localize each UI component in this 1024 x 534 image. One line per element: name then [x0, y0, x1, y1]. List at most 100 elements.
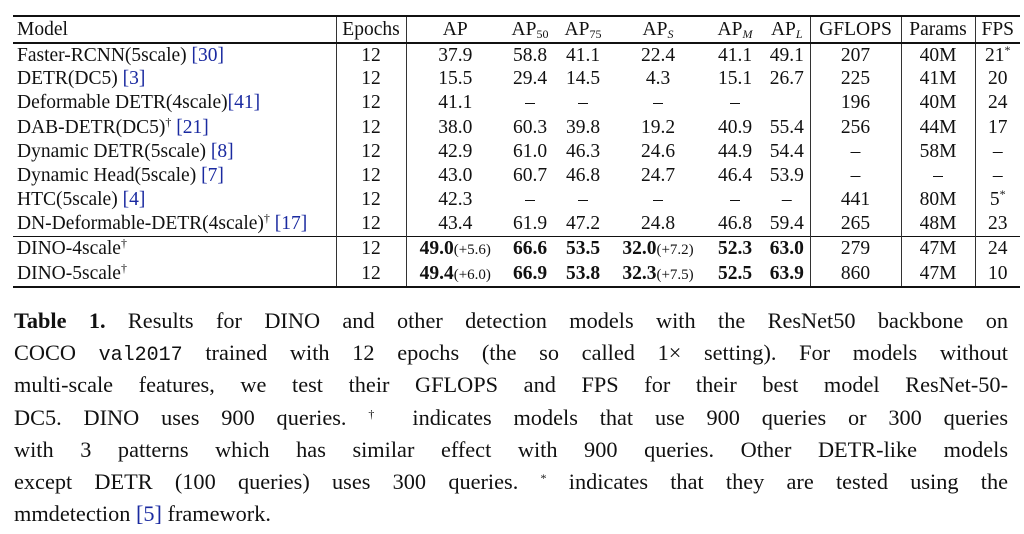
improvement-delta: (+7.5): [656, 266, 694, 283]
cell-value: 63.9: [769, 262, 804, 284]
citation-link[interactable]: [4]: [122, 189, 146, 211]
cell-ap50: –: [504, 188, 556, 212]
caption-text: trained with 12 epochs (the so called 1×…: [182, 340, 1008, 366]
dagger-mark: †: [120, 260, 127, 275]
cell-fps: 21*: [975, 43, 1020, 67]
caption-text: with 3 patterns which has similar effect…: [14, 436, 1008, 462]
cell-epochs: 12: [336, 261, 407, 287]
cell-gflops: 256: [810, 115, 902, 140]
citation-link[interactable]: [21]: [176, 116, 209, 138]
cell-model: DINO-4scale†: [13, 236, 337, 262]
cell-value: 4.3: [645, 68, 671, 90]
model-name: Faster-RCNN(5scale): [17, 44, 187, 66]
cell-gflops: 196: [810, 91, 902, 116]
column-header-label: FPS: [981, 18, 1015, 40]
caption-text: COCO: [14, 340, 99, 366]
cell-ap: 43.4: [406, 212, 504, 236]
cell-aps: 32.0(+7.2): [610, 237, 706, 262]
cell-value: 53.9: [769, 165, 804, 187]
cell-ap50: 61.9: [504, 212, 556, 236]
cell-value: 46.8: [717, 213, 753, 235]
citation-link[interactable]: [3]: [122, 68, 146, 90]
cell-value: 12: [361, 92, 381, 114]
cell-ap: 42.9: [406, 140, 504, 164]
cell-value: 58M: [919, 140, 957, 162]
citation-link[interactable]: [7]: [201, 165, 224, 187]
column-header-label: GFLOPS: [819, 18, 892, 40]
cell-value: 41.1: [438, 92, 473, 114]
citation-link[interactable]: [17]: [274, 213, 308, 235]
column-header-subscript: M: [742, 26, 753, 41]
cell-fps: 10: [975, 262, 1020, 287]
column-header-fps: FPS: [975, 16, 1020, 43]
cell-value: 24: [988, 92, 1008, 114]
footnote-symbol: *: [540, 470, 547, 485]
cell-model: Deformable DETR(4scale)[41]: [13, 91, 337, 116]
cell-params: 48M: [901, 212, 976, 237]
dagger-mark: †: [263, 211, 270, 226]
footnote-symbol: †: [368, 406, 391, 421]
cell-value: 39.8: [565, 116, 601, 138]
cell-ap75: 46.8: [556, 164, 610, 188]
citation-link[interactable]: [8]: [210, 140, 234, 162]
cell-value: 46.4: [717, 165, 753, 187]
table-row: DAB-DETR(DC5)† [21] 12 38.0 60.3 39.8 19.2 40.…: [13, 115, 1020, 140]
cell-fps: 24: [975, 91, 1020, 115]
model-name: HTC(5scale): [17, 189, 118, 211]
cell-value: 24.7: [640, 165, 676, 187]
model-name: DAB-DETR(DC5): [17, 116, 166, 138]
citation-link[interactable]: [41]: [227, 92, 261, 114]
cell-value: 40.9: [717, 116, 753, 138]
table-row: DINO-5scale† 12 49.4(+6.0) 66.9 53.8 32.3(+7.…: [13, 260, 1020, 287]
results-table: Model Epochs AP AP50 AP75 APS APM APL GFLOPS Para…: [13, 15, 1020, 288]
cell-apm: 52.3: [706, 237, 764, 262]
cell-value: 40M: [919, 44, 957, 66]
cell-model: DINO-5scale†: [13, 260, 337, 287]
column-header-subscript: 50: [536, 26, 549, 41]
cell-params: –: [901, 163, 976, 189]
caption-line: multi-scale features, we test their GFLO…: [14, 369, 1008, 401]
model-name: Dynamic DETR(5scale): [17, 140, 206, 162]
cell-ap: 15.5: [406, 67, 504, 91]
cell-epochs: 12: [336, 139, 407, 164]
cell-epochs: 12: [336, 163, 407, 189]
table-row: Faster-RCNN(5scale) [30] 12 37.9 58.8 41.1 22…: [13, 43, 1020, 68]
cell-value: –: [850, 140, 861, 162]
column-header-model: Model: [13, 16, 337, 43]
column-header-apl: APL: [764, 16, 811, 43]
table-row: HTC(5scale) [4] 12 42.3 – – – – – 441 80M 5*: [13, 188, 1020, 213]
cell-apl: 26.7: [764, 67, 811, 92]
cell-value: 52.3: [717, 238, 753, 260]
cell-ap50: 60.7: [504, 164, 556, 188]
cell-apm: 15.1: [706, 67, 764, 91]
cell-gflops: 441: [810, 188, 902, 213]
cell-value: 12: [361, 165, 381, 187]
cell-value: 12: [361, 213, 381, 235]
cell-value: 441: [840, 189, 871, 211]
cell-fps: 20: [975, 67, 1020, 91]
cell-fps: –: [975, 140, 1020, 164]
table-row: DINO-4scale† 12 49.0(+5.6) 66.6 53.5 32.0(+7.…: [13, 236, 1020, 262]
cell-ap50: –: [504, 91, 556, 115]
citation-link[interactable]: [30]: [191, 44, 225, 66]
cell-model: Dynamic DETR(5scale) [8]: [13, 139, 337, 164]
cell-model: DN-Deformable-DETR(4scale)† [17]: [13, 211, 337, 237]
cell-apl: [764, 91, 811, 116]
cell-value: 5: [989, 189, 1000, 211]
citation-link[interactable]: [5]: [135, 501, 162, 527]
cell-value: 24.6: [640, 140, 676, 162]
cell-value: 38.0: [438, 116, 473, 138]
cell-value: 43.0: [438, 165, 473, 187]
caption-label: Table 1.: [14, 308, 106, 333]
cell-model: Dynamic Head(5scale) [7]: [13, 163, 337, 189]
caption-line: Table 1. Results for DINO and other dete…: [14, 305, 1008, 337]
cell-gflops: 225: [810, 67, 902, 92]
cell-value: –: [992, 165, 1003, 187]
column-header-label: Epochs: [342, 18, 400, 40]
cell-apl: 59.4: [764, 212, 811, 237]
asterisk-mark: *: [1004, 42, 1011, 57]
cell-value: 49.4: [419, 262, 454, 284]
column-header-gflops: GFLOPS: [810, 16, 902, 43]
caption-line: mmdetection [5] framework.: [14, 498, 1008, 530]
cell-ap50: 66.9: [504, 262, 556, 287]
